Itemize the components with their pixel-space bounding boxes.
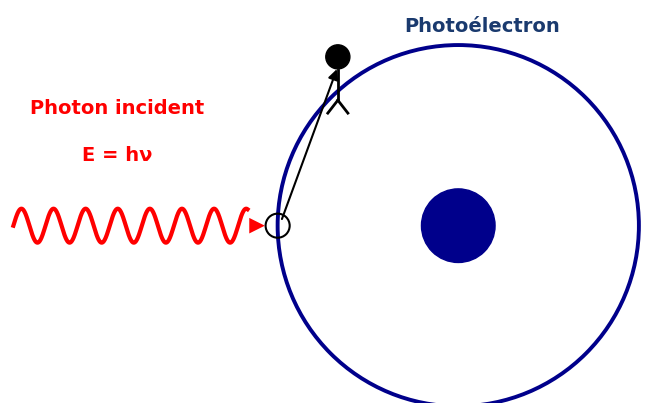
Ellipse shape (326, 45, 350, 69)
Ellipse shape (421, 189, 495, 262)
Text: Photon incident: Photon incident (30, 99, 204, 118)
Text: Photoélectron: Photoélectron (404, 17, 559, 36)
Text: E = hν: E = hν (82, 145, 153, 165)
